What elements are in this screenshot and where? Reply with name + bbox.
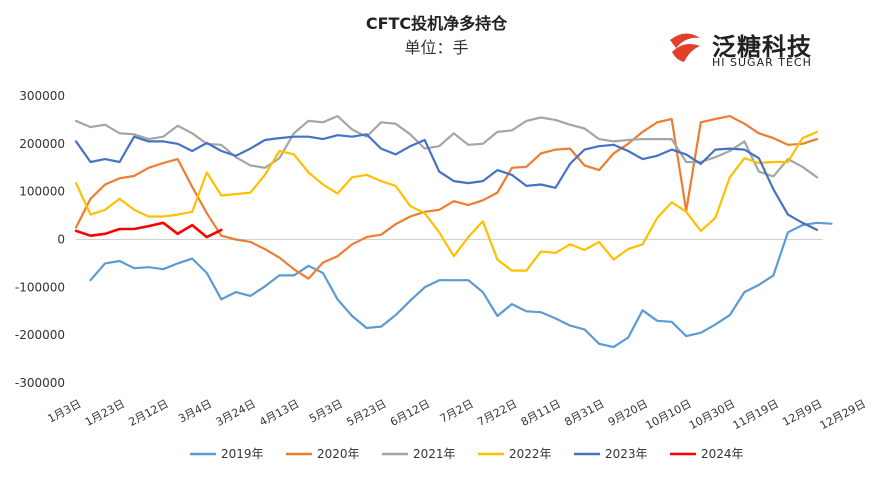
x-tick-label: 8月31日 <box>562 397 606 429</box>
y-tick-label: -300000 <box>15 376 65 390</box>
x-tick-label: 1月23日 <box>83 397 127 429</box>
x-tick-label: 12月29日 <box>818 397 868 432</box>
y-tick-label: -200000 <box>15 328 65 342</box>
chart-title: CFTC投机净多持仓 <box>365 14 508 33</box>
x-tick-label: 1月3日 <box>46 397 84 425</box>
series-line <box>74 130 819 272</box>
series-line <box>89 221 833 349</box>
legend-label: 2023年 <box>605 447 648 461</box>
series-line <box>74 133 819 231</box>
y-tick-label: -100000 <box>15 280 65 294</box>
x-tick-label: 3月4日 <box>176 397 214 425</box>
legend: 2019年 2020年 2021年 2022年 2023年 2024年 <box>190 447 744 461</box>
chart-subtitle: 单位：手 <box>404 38 469 57</box>
y-tick-label: 100000 <box>19 185 65 199</box>
series-line <box>74 221 223 239</box>
x-tick-label: 11月19日 <box>731 397 781 432</box>
series-line <box>74 115 819 280</box>
brand-logo: 泛糖科技 HI SUGAR TECH <box>664 26 864 72</box>
plot-area <box>74 115 833 349</box>
hi-sugar-logo-icon <box>666 28 704 66</box>
legend-label: 2019年 <box>221 447 264 461</box>
x-tick-label: 2月12日 <box>127 397 171 429</box>
y-tick-label: 0 <box>57 233 65 247</box>
logo-name-cn: 泛糖科技 <box>712 33 812 61</box>
x-tick-label: 9月20日 <box>606 397 650 429</box>
legend-label: 2024年 <box>701 447 744 461</box>
x-tick-label: 4月13日 <box>257 397 301 429</box>
x-tick-label: 6月12日 <box>388 397 432 429</box>
x-tick-label: 10月10日 <box>643 397 693 432</box>
x-tick-label: 3月24日 <box>214 397 258 429</box>
legend-label: 2020年 <box>317 447 360 461</box>
x-tick-label: 7月22日 <box>475 397 519 429</box>
x-tick-label: 7月2日 <box>438 397 476 425</box>
series-line <box>74 115 819 179</box>
x-tick-label: 10月30日 <box>687 397 737 432</box>
legend-label: 2021年 <box>413 447 456 461</box>
logo-name-en: HI SUGAR TECH <box>712 56 812 69</box>
legend-label: 2022年 <box>509 447 552 461</box>
x-axis: 1月3日 1月23日 2月12日 3月4日 3月24日 4月13日 5月3日 5月23日 6月1… <box>46 239 868 432</box>
y-axis: -300000 -200000 -100000 0 100000 200000 300000 <box>15 89 65 390</box>
x-tick-label: 5月3日 <box>307 397 345 425</box>
x-tick-label: 5月23日 <box>344 397 388 429</box>
y-tick-label: 200000 <box>19 137 65 151</box>
y-tick-label: 300000 <box>19 89 65 103</box>
x-tick-label: 12月9日 <box>780 397 824 429</box>
x-tick-label: 8月11日 <box>519 397 563 429</box>
